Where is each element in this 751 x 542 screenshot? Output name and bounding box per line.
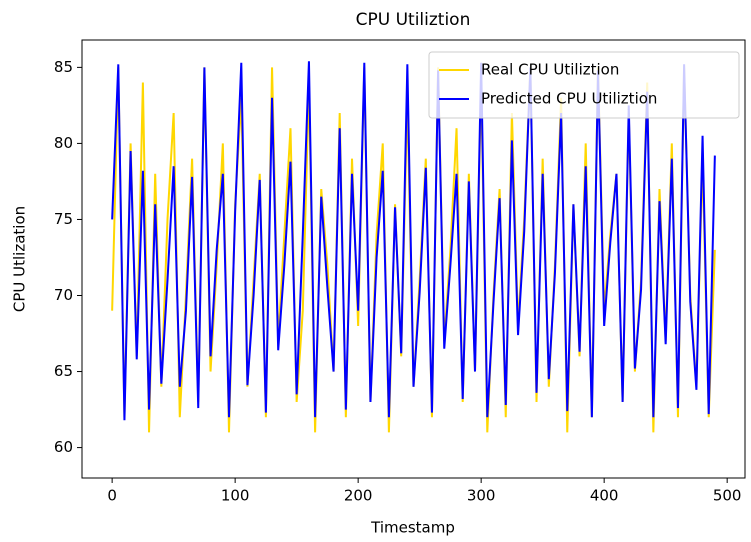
y-axis-label: CPU Utlization bbox=[11, 206, 29, 312]
plot-frame bbox=[81, 39, 746, 479]
y-tick-label: 80 bbox=[54, 134, 73, 152]
y-tick-label: 75 bbox=[54, 210, 73, 228]
x-tick-label: 0 bbox=[107, 487, 117, 505]
y-tick-label: 60 bbox=[54, 438, 73, 456]
y-tick-label: 65 bbox=[54, 362, 73, 380]
legend: Real CPU Utiliztion Predicted CPU Utilizt… bbox=[428, 51, 740, 119]
y-tick-label: 85 bbox=[54, 58, 73, 76]
x-axis-label: Timestamp bbox=[370, 519, 455, 537]
series-line bbox=[111, 61, 716, 421]
legend-label: Real CPU Utiliztion bbox=[481, 61, 619, 79]
legend-box bbox=[428, 51, 740, 119]
y-tick-label: 70 bbox=[54, 286, 73, 304]
x-tick-label: 500 bbox=[713, 487, 742, 505]
x-tick-label: 300 bbox=[467, 487, 496, 505]
x-tick-label: 100 bbox=[221, 487, 250, 505]
x-tick-label: 400 bbox=[590, 487, 619, 505]
legend-label: Predicted CPU Utiliztion bbox=[481, 90, 657, 108]
x-tick-label: 200 bbox=[344, 487, 373, 505]
chart-title: CPU Utiliztion bbox=[356, 10, 471, 30]
